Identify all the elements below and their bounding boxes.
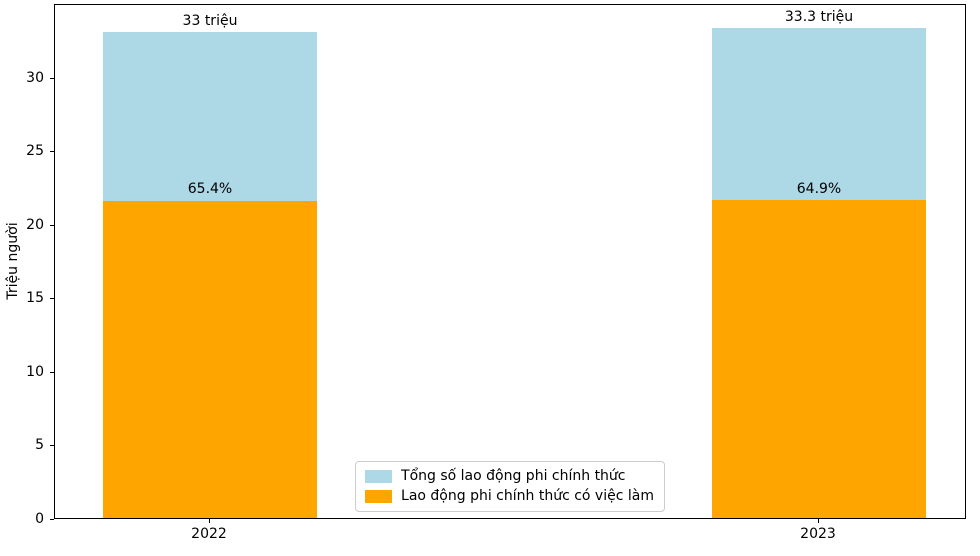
bar-percent-label: 65.4% [187,181,233,198]
legend-row: Tổng số lao động phi chính thức [365,468,654,485]
bar-percent-label: 64.9% [796,181,842,198]
plot-area: 33 triệu 65.4% 33.3 triệu 64.9% Tổng số lao… [54,4,966,519]
x-tick-mark [209,519,210,523]
y-tick-mark [50,371,54,373]
y-tick-label: 20 [26,216,44,233]
bar-total-label: 33 triệu [182,13,238,30]
y-tick-label: 5 [35,437,44,454]
legend-label: Lao động phi chính thức có việc làm [401,488,654,504]
y-tick-label: 10 [26,363,44,380]
y-tick-mark [50,77,54,79]
y-tick-label: 30 [26,69,44,86]
y-tick-mark [50,151,54,153]
x-tick-mark [818,519,819,523]
y-axis-title: Triệu người [5,222,21,300]
legend-swatch-icon [365,470,393,483]
y-tick-label: 15 [26,290,44,307]
y-tick-label: 0 [35,511,44,527]
legend-row: Lao động phi chính thức có việc làm [365,488,654,505]
y-tick-label: 25 [26,143,44,160]
bar-total-label: 33.3 triệu [784,9,854,26]
x-tick-label: 2023 [800,526,836,542]
legend-label: Tổng số lao động phi chính thức [401,468,626,484]
bar-employed-2022 [103,200,317,518]
y-tick-mark [50,224,54,226]
bar-employed-2023 [712,200,926,518]
x-tick-label: 2022 [191,526,227,542]
legend-swatch-icon [365,490,393,503]
legend: Tổng số lao động phi chính thức Lao động … [355,461,665,512]
y-tick-mark [50,298,54,300]
y-tick-mark [50,445,54,447]
y-tick-mark [50,519,54,520]
